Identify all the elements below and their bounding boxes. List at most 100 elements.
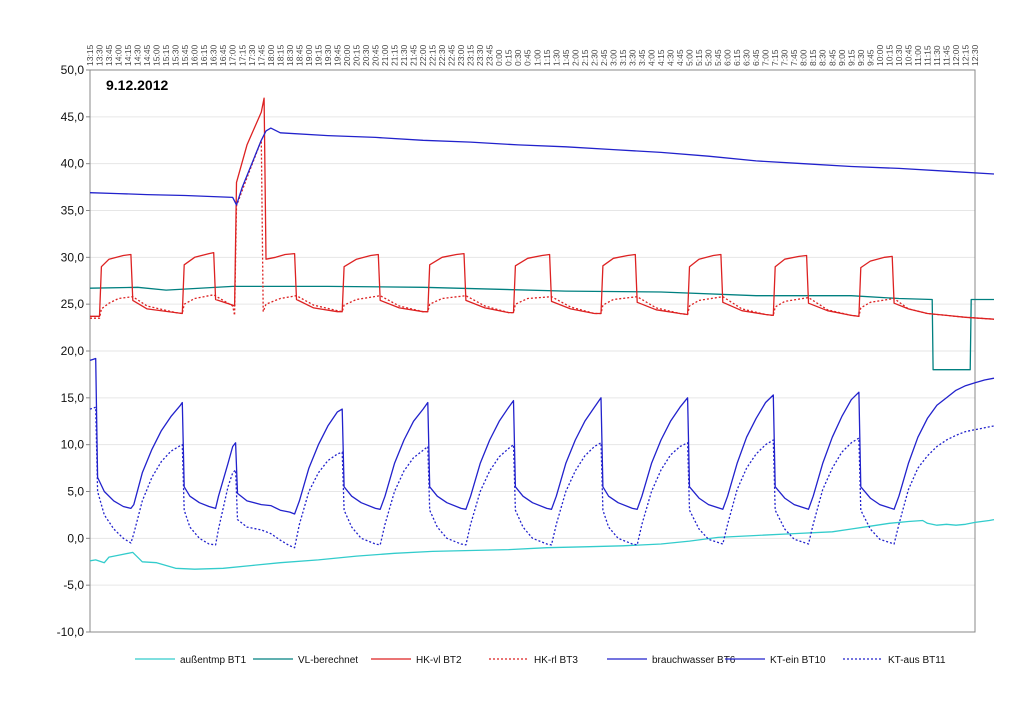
x-tick-label: 4:15: [656, 49, 666, 66]
x-tick-label: 0:15: [504, 49, 514, 66]
x-tick-label: 17:15: [237, 44, 247, 66]
x-tick-label: 21:45: [409, 44, 419, 66]
x-tick-label: 8:15: [808, 49, 818, 66]
y-tick-label: -10,0: [57, 625, 85, 639]
x-tick-label: 10:15: [884, 44, 894, 66]
y-tick-label: 45,0: [61, 110, 85, 124]
x-tick-label: 10:00: [875, 44, 885, 66]
x-tick-label: 21:30: [399, 44, 409, 66]
x-tick-label: 11:30: [932, 45, 942, 66]
series-lines: [89, 97, 995, 570]
x-tick-label: 3:30: [627, 49, 637, 66]
x-tick-label: 5:15: [694, 49, 704, 66]
x-tick-label: 7:15: [770, 49, 780, 66]
x-tick-label: 20:45: [370, 44, 380, 66]
x-tick-label: 9:15: [846, 49, 856, 66]
x-tick-label: 16:15: [199, 44, 209, 66]
x-tick-label: 16:30: [209, 44, 219, 66]
x-tick-label: 15:45: [180, 44, 190, 66]
x-tick-label: 3:45: [637, 49, 647, 66]
x-tick-label: 14:30: [133, 44, 143, 66]
x-tick-label: 10:30: [894, 44, 904, 66]
x-tick-label: 15:15: [161, 44, 171, 66]
x-tick-label: 18:45: [294, 44, 304, 66]
x-tick-label: 1:15: [542, 49, 552, 66]
x-tick-label: 1:45: [561, 49, 571, 66]
x-tick-label: 13:30: [95, 44, 105, 66]
x-tick-label: 22:45: [447, 44, 457, 66]
x-tick-label: 2:15: [580, 49, 590, 66]
x-tick-label: 5:45: [713, 49, 723, 66]
series-line: [89, 406, 995, 549]
x-tick-label: 23:45: [485, 44, 495, 66]
x-tick-label: 1:00: [532, 49, 542, 66]
x-tick-label: 0:45: [523, 49, 533, 66]
x-tick-label: 0:30: [513, 49, 523, 66]
x-tick-label: 17:30: [247, 44, 257, 66]
x-tick-label: 21:00: [380, 44, 390, 66]
x-tick-label: 2:00: [570, 49, 580, 66]
x-tick-label: 5:30: [704, 49, 714, 66]
series-line: [89, 357, 995, 515]
legend-label: KT-aus BT11: [888, 655, 946, 666]
x-tick-label: 20:15: [351, 44, 361, 66]
x-tick-label: 6:30: [742, 49, 752, 66]
x-tick-label: 13:45: [104, 44, 114, 66]
x-tick-label: 16:45: [218, 44, 228, 66]
x-tick-label: 8:45: [827, 49, 837, 66]
x-tick-label: 3:15: [618, 49, 628, 66]
x-tick-label: 23:15: [466, 44, 476, 66]
x-tick-label: 0:00: [494, 49, 504, 66]
x-tick-label: 17:00: [228, 44, 238, 66]
y-tick-label: 15,0: [61, 391, 85, 405]
legend: außentmp BT1 VL-berechnet HK-vl BT2 HK-rl B…: [135, 655, 946, 666]
legend-label: KT-ein BT10: [770, 655, 826, 666]
x-tick-label: 16:00: [190, 44, 200, 66]
x-tick-label: 11:45: [941, 45, 951, 66]
y-tick-label: 35,0: [61, 204, 85, 218]
x-tick-label: 22:30: [437, 44, 447, 66]
x-tick-label: 19:45: [332, 44, 342, 66]
x-tick-label: 7:45: [789, 49, 799, 66]
x-tick-label: 18:00: [266, 44, 276, 66]
y-tick-label: -5,0: [63, 578, 84, 592]
x-tick-label: 15:30: [171, 44, 181, 66]
x-axis: 13:15 13:30 13:45 14:00 14:15 14:30 14:45 15:00…: [85, 44, 980, 66]
x-tick-label: 18:30: [285, 44, 295, 66]
series-line: [90, 97, 995, 320]
x-tick-label: 7:00: [761, 49, 771, 66]
legend-label: VL-berechnet: [298, 655, 358, 666]
x-tick-label: 14:00: [114, 44, 124, 66]
y-tick-label: 5,0: [67, 485, 84, 499]
legend-label: HK-rl BT3: [534, 655, 578, 666]
series-line: [89, 127, 995, 206]
x-tick-label: 9:00: [837, 49, 847, 66]
x-tick-label: 22:00: [418, 44, 428, 66]
x-tick-label: 2:45: [599, 49, 609, 66]
x-tick-label: 21:15: [390, 44, 400, 66]
x-tick-label: 5:00: [685, 49, 695, 66]
x-tick-label: 4:00: [646, 49, 656, 66]
x-tick-label: 19:00: [304, 44, 314, 66]
series-line: [89, 518, 995, 570]
x-tick-label: 1:30: [551, 49, 561, 66]
x-tick-label: 12:30: [970, 44, 980, 66]
y-tick-label: 40,0: [61, 157, 85, 171]
series-line: [90, 139, 995, 320]
x-tick-label: 14:45: [142, 44, 152, 66]
x-tick-label: 9:45: [865, 49, 875, 66]
x-tick-label: 6:00: [723, 49, 733, 66]
legend-label: außentmp BT1: [180, 655, 247, 666]
x-tick-label: 14:15: [123, 44, 133, 66]
x-tick-label: 20:30: [361, 44, 371, 66]
x-tick-label: 7:30: [780, 49, 790, 66]
y-tick-label: 20,0: [61, 344, 85, 358]
x-tick-label: 2:30: [589, 49, 599, 66]
x-tick-label: 15:00: [152, 44, 162, 66]
x-tick-label: 11:15: [922, 45, 932, 66]
y-axis: -10,0 -5,0 0,0 5,0 10,0 15,0 20,0 25,0 30,0 35,0 4…: [57, 63, 90, 639]
x-tick-label: 8:30: [818, 49, 828, 66]
y-tick-label: 10,0: [61, 438, 85, 452]
x-tick-label: 23:00: [456, 44, 466, 66]
